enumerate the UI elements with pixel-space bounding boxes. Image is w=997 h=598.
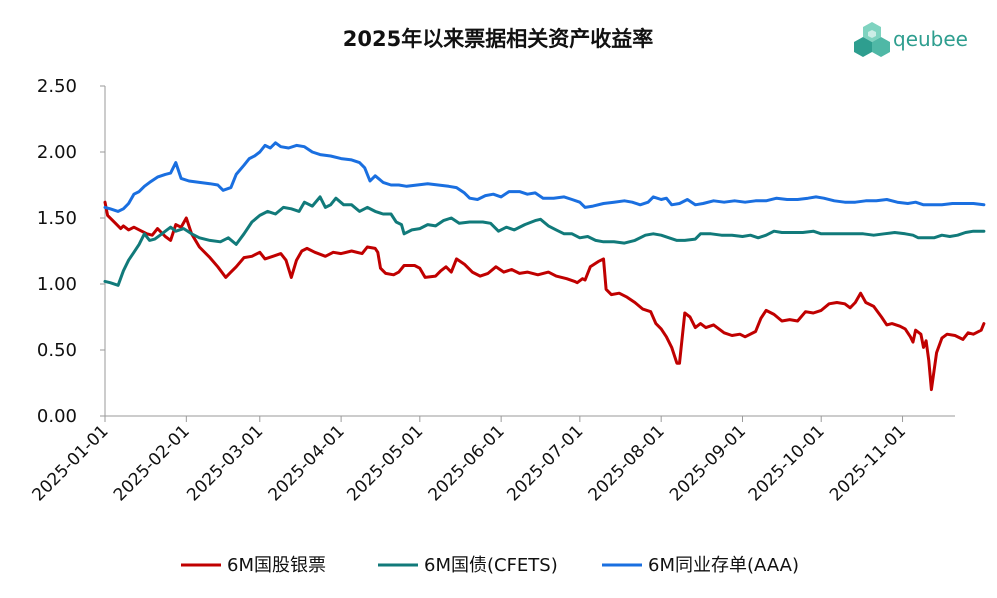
y-tick-label: 1.00: [37, 274, 77, 295]
x-tick-label: 2025-05-01: [343, 421, 427, 505]
x-tick-label: 2025-01-01: [29, 421, 113, 505]
y-tick-label: 0.50: [37, 340, 77, 361]
y-tick-label: 2.00: [37, 142, 77, 163]
series-line-3: [103, 141, 986, 213]
legend-label: 6M国债(CFETS): [424, 555, 558, 576]
x-tick-label: 2025-08-01: [585, 421, 669, 505]
x-tick-label: 2025-02-01: [110, 421, 194, 505]
hexagon-cube-icon: [854, 22, 890, 57]
x-tick-label: 2025-04-01: [265, 421, 349, 505]
legend-label: 6M同业存单(AAA): [648, 555, 799, 576]
y-tick-label: 1.50: [37, 208, 77, 229]
series-line-2: [103, 195, 986, 287]
x-tick-label: 2025-10-01: [745, 421, 829, 505]
y-tick-label: 2.50: [37, 76, 77, 97]
x-tick-label: 2025-06-01: [425, 421, 509, 505]
legend: 6M国股银票 6M国债(CFETS) 6M同业存单(AAA): [181, 555, 799, 576]
x-tick-label: 2025-09-01: [666, 421, 750, 505]
logo-text: qeubee: [893, 27, 968, 51]
x-tick-label: 2025-11-01: [826, 421, 910, 505]
series-lines: [103, 141, 986, 392]
y-tick-label: 0.00: [37, 406, 77, 427]
x-tick-label: 2025-03-01: [183, 421, 267, 505]
legend-label: 6M国股银票: [227, 555, 326, 576]
y-axis: 0.00 0.50 1.00 1.50 2.00 2.50: [37, 76, 106, 427]
x-tick-label: 2025-07-01: [503, 421, 587, 505]
logo: qeubee: [854, 22, 968, 57]
series-line-1: [103, 200, 986, 392]
x-axis: 2025-01-012025-02-012025-03-012025-04-01…: [29, 415, 955, 505]
chart-title: 2025年以来票据相关资产收益率: [343, 27, 653, 51]
